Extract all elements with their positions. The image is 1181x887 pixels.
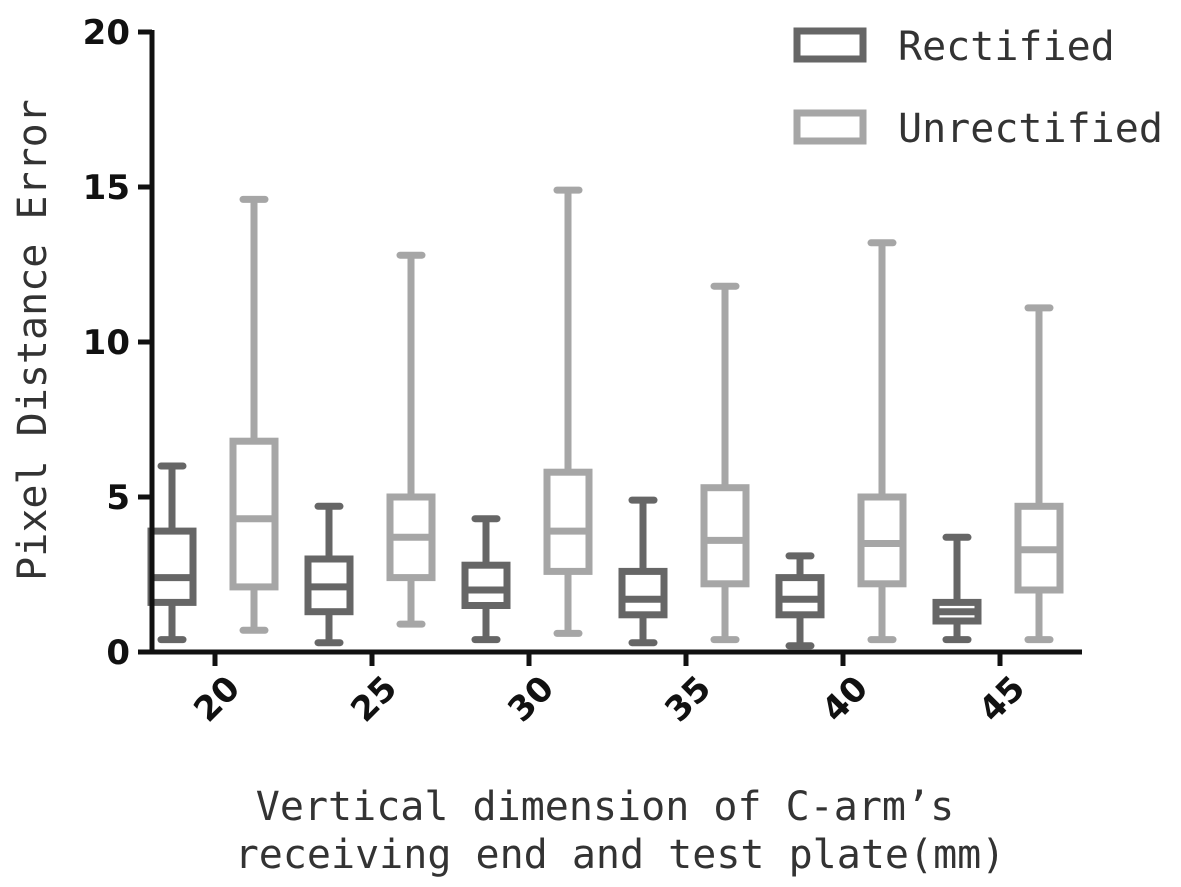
iqr-box [229, 437, 279, 591]
box-layer [147, 186, 1064, 650]
legend: Rectified Unrectified [793, 24, 1163, 152]
x-axis-title-line-2: receiving end and test plate(mm) [235, 832, 1006, 878]
iqr-box [543, 468, 593, 575]
iqr-box [461, 561, 511, 610]
box-unrectified-40 [857, 239, 907, 644]
box-unrectified-45 [1014, 304, 1064, 644]
legend-label-unrectified: Unrectified [898, 106, 1163, 152]
x-tick-label: 25 [343, 668, 405, 730]
y-tick-label: 0 [106, 633, 130, 673]
box-rectified-40 [775, 552, 825, 650]
box-unrectified-35 [700, 282, 750, 644]
y-tick-label: 5 [106, 478, 130, 518]
box-rectified-35 [618, 496, 668, 647]
iqr-box [618, 567, 668, 619]
legend-swatch-unrectified [793, 109, 867, 145]
iqr-box [700, 484, 750, 588]
x-tick-label: 30 [500, 668, 562, 730]
y-axis-title: Pixel Distance Error [10, 99, 56, 581]
box-rectified-25 [304, 502, 354, 647]
x-ticks: 20 25 30 35 40 45 [186, 652, 1033, 730]
box-unrectified-30 [543, 186, 593, 637]
y-ticks: 0 5 10 15 20 [83, 13, 152, 673]
box-rectified-30 [461, 515, 511, 644]
iqr-box [147, 527, 197, 606]
y-tick-label: 10 [83, 323, 130, 363]
y-tick-label: 20 [83, 13, 130, 53]
x-axis-title-line-1: Vertical dimension of C-arm’s [256, 784, 954, 830]
y-tick-label: 15 [83, 168, 130, 208]
x-tick-label: 20 [186, 668, 248, 730]
x-tick-label: 35 [657, 668, 719, 730]
legend-swatch-rectified [793, 27, 867, 63]
box-unrectified-20 [229, 195, 279, 634]
box-rectified-45 [932, 533, 982, 644]
legend-label-rectified: Rectified [898, 24, 1115, 70]
x-tick-label: 40 [814, 668, 876, 730]
box-rectified-20 [147, 462, 197, 644]
box-unrectified-25 [386, 251, 436, 628]
x-tick-label: 45 [971, 668, 1033, 730]
